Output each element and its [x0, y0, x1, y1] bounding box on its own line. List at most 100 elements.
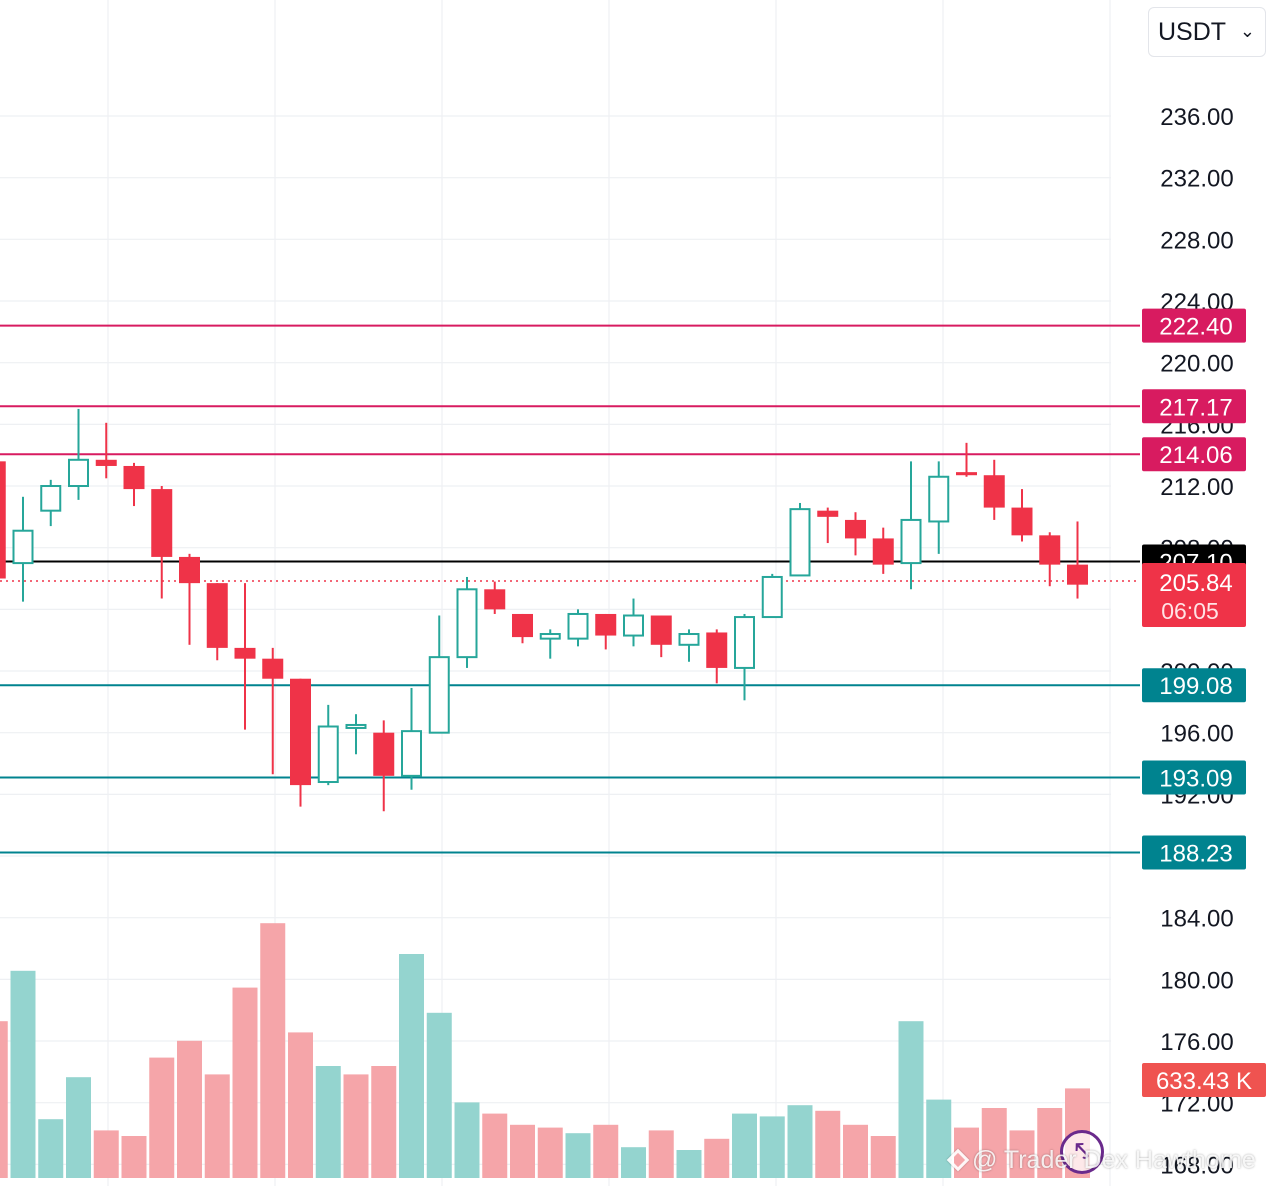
- watermark-text: @ Trader Dex Hawthorne: [972, 1145, 1256, 1174]
- candle: [317, 704, 339, 786]
- volume-bar: [593, 1124, 619, 1178]
- candle: [234, 583, 256, 730]
- price-axis[interactable]: 236.00232.00228.00224.00220.00216.00212.…: [1160, 104, 1233, 1179]
- level-price-label-bg: [1142, 389, 1246, 424]
- candle: [983, 459, 1005, 520]
- candle: [428, 615, 450, 734]
- price-axis-tick-label: 232.00: [1160, 166, 1233, 193]
- volume-bar: [1037, 1108, 1063, 1178]
- volume-bar: [399, 954, 424, 1178]
- candle-body: [68, 458, 89, 488]
- candle-body: [845, 519, 866, 539]
- candle-body: [123, 465, 145, 490]
- last-price-label-bg: [1142, 562, 1246, 627]
- candle-body: [623, 614, 644, 637]
- candle-body: [734, 616, 755, 669]
- volume-bar: [759, 1116, 785, 1178]
- volume-bar: [177, 1040, 202, 1178]
- volume-bar: [0, 1021, 8, 1178]
- volume-bar: [815, 1110, 841, 1178]
- candle-body: [40, 485, 62, 512]
- volume-bar: [898, 1021, 924, 1178]
- volume-bar: [676, 1150, 702, 1178]
- candle: [345, 714, 367, 755]
- candle: [484, 581, 506, 614]
- candle-body: [290, 678, 311, 786]
- candle-body: [595, 613, 617, 636]
- candle-body: [956, 472, 977, 476]
- volume-bar: [981, 1108, 1007, 1178]
- currency-select[interactable]: USDT ⌄: [1148, 7, 1266, 57]
- price-axis-tick-label: 176.00: [1160, 1029, 1233, 1056]
- candle: [623, 598, 644, 647]
- level-price-label: 222.40: [1159, 314, 1232, 341]
- chevron-down-icon: ⌄: [1239, 21, 1255, 41]
- candle-body: [789, 508, 811, 577]
- volume-bar: [232, 987, 258, 1178]
- candle-body: [206, 583, 228, 648]
- candle: [845, 512, 866, 556]
- volume-layer: [0, 923, 1090, 1178]
- watermark: @ Trader Dex Hawthorne: [946, 1138, 1256, 1182]
- candle-body: [512, 613, 533, 638]
- volume-label-bg: [1142, 1063, 1266, 1097]
- candle: [595, 613, 617, 650]
- level-price-label: 193.09: [1159, 766, 1232, 793]
- candle-body: [928, 475, 950, 523]
- volume-bar: [482, 1113, 508, 1178]
- candle-body: [0, 461, 6, 579]
- level-price-label-bg: [1142, 668, 1246, 703]
- volume-bar: [10, 970, 36, 1178]
- candle-body: [484, 589, 506, 610]
- candle-body: [179, 556, 200, 584]
- candle-body: [539, 633, 561, 640]
- candle: [262, 647, 284, 775]
- candle-body: [900, 518, 922, 565]
- candle-body: [678, 633, 700, 646]
- volume-bar: [510, 1124, 535, 1178]
- volume-bar: [204, 1074, 230, 1178]
- candle-body: [761, 575, 783, 619]
- candle: [456, 576, 478, 668]
- volume-bar: [371, 1066, 397, 1178]
- candle: [706, 629, 728, 684]
- candle-body: [151, 489, 173, 557]
- volume-bar: [38, 1119, 64, 1178]
- candle-body: [567, 612, 589, 640]
- candle-body: [262, 658, 284, 679]
- binance-diamond-icon: [946, 1148, 970, 1172]
- candle: [872, 527, 894, 574]
- candle-body: [1067, 564, 1088, 585]
- volume-bar: [66, 1077, 91, 1178]
- volume-bar: [954, 1127, 979, 1178]
- candle: [12, 496, 34, 602]
- price-axis-tick-label: 236.00: [1160, 104, 1233, 131]
- candle-body: [983, 475, 1005, 508]
- last-price-label: 205.84: [1159, 570, 1232, 597]
- level-price-label-bg: [1142, 437, 1246, 472]
- level-price-label: 217.17: [1159, 394, 1232, 421]
- volume-bar: [565, 1133, 591, 1178]
- volume-bar: [121, 1136, 147, 1178]
- price-axis-tick-label: 212.00: [1160, 474, 1233, 501]
- candle: [40, 479, 62, 527]
- level-price-label: 188.23: [1159, 840, 1232, 867]
- lightning-bolt-icon: ⤣: [1060, 1130, 1104, 1174]
- candle-body: [872, 538, 894, 565]
- candle: [512, 613, 533, 644]
- candle-body: [373, 732, 395, 776]
- volume-bar: [787, 1105, 813, 1178]
- volume-bar: [621, 1147, 646, 1178]
- candle: [650, 615, 672, 658]
- candle: [1067, 521, 1088, 599]
- candle-body: [234, 647, 256, 659]
- candle-body: [345, 723, 367, 729]
- candle-body: [706, 632, 728, 668]
- candle: [206, 583, 228, 661]
- countdown-label: 06:05: [1161, 598, 1219, 624]
- candle: [95, 422, 117, 479]
- price-axis-tick-label: 180.00: [1160, 967, 1233, 994]
- volume-label: 633.43 K: [1156, 1068, 1252, 1095]
